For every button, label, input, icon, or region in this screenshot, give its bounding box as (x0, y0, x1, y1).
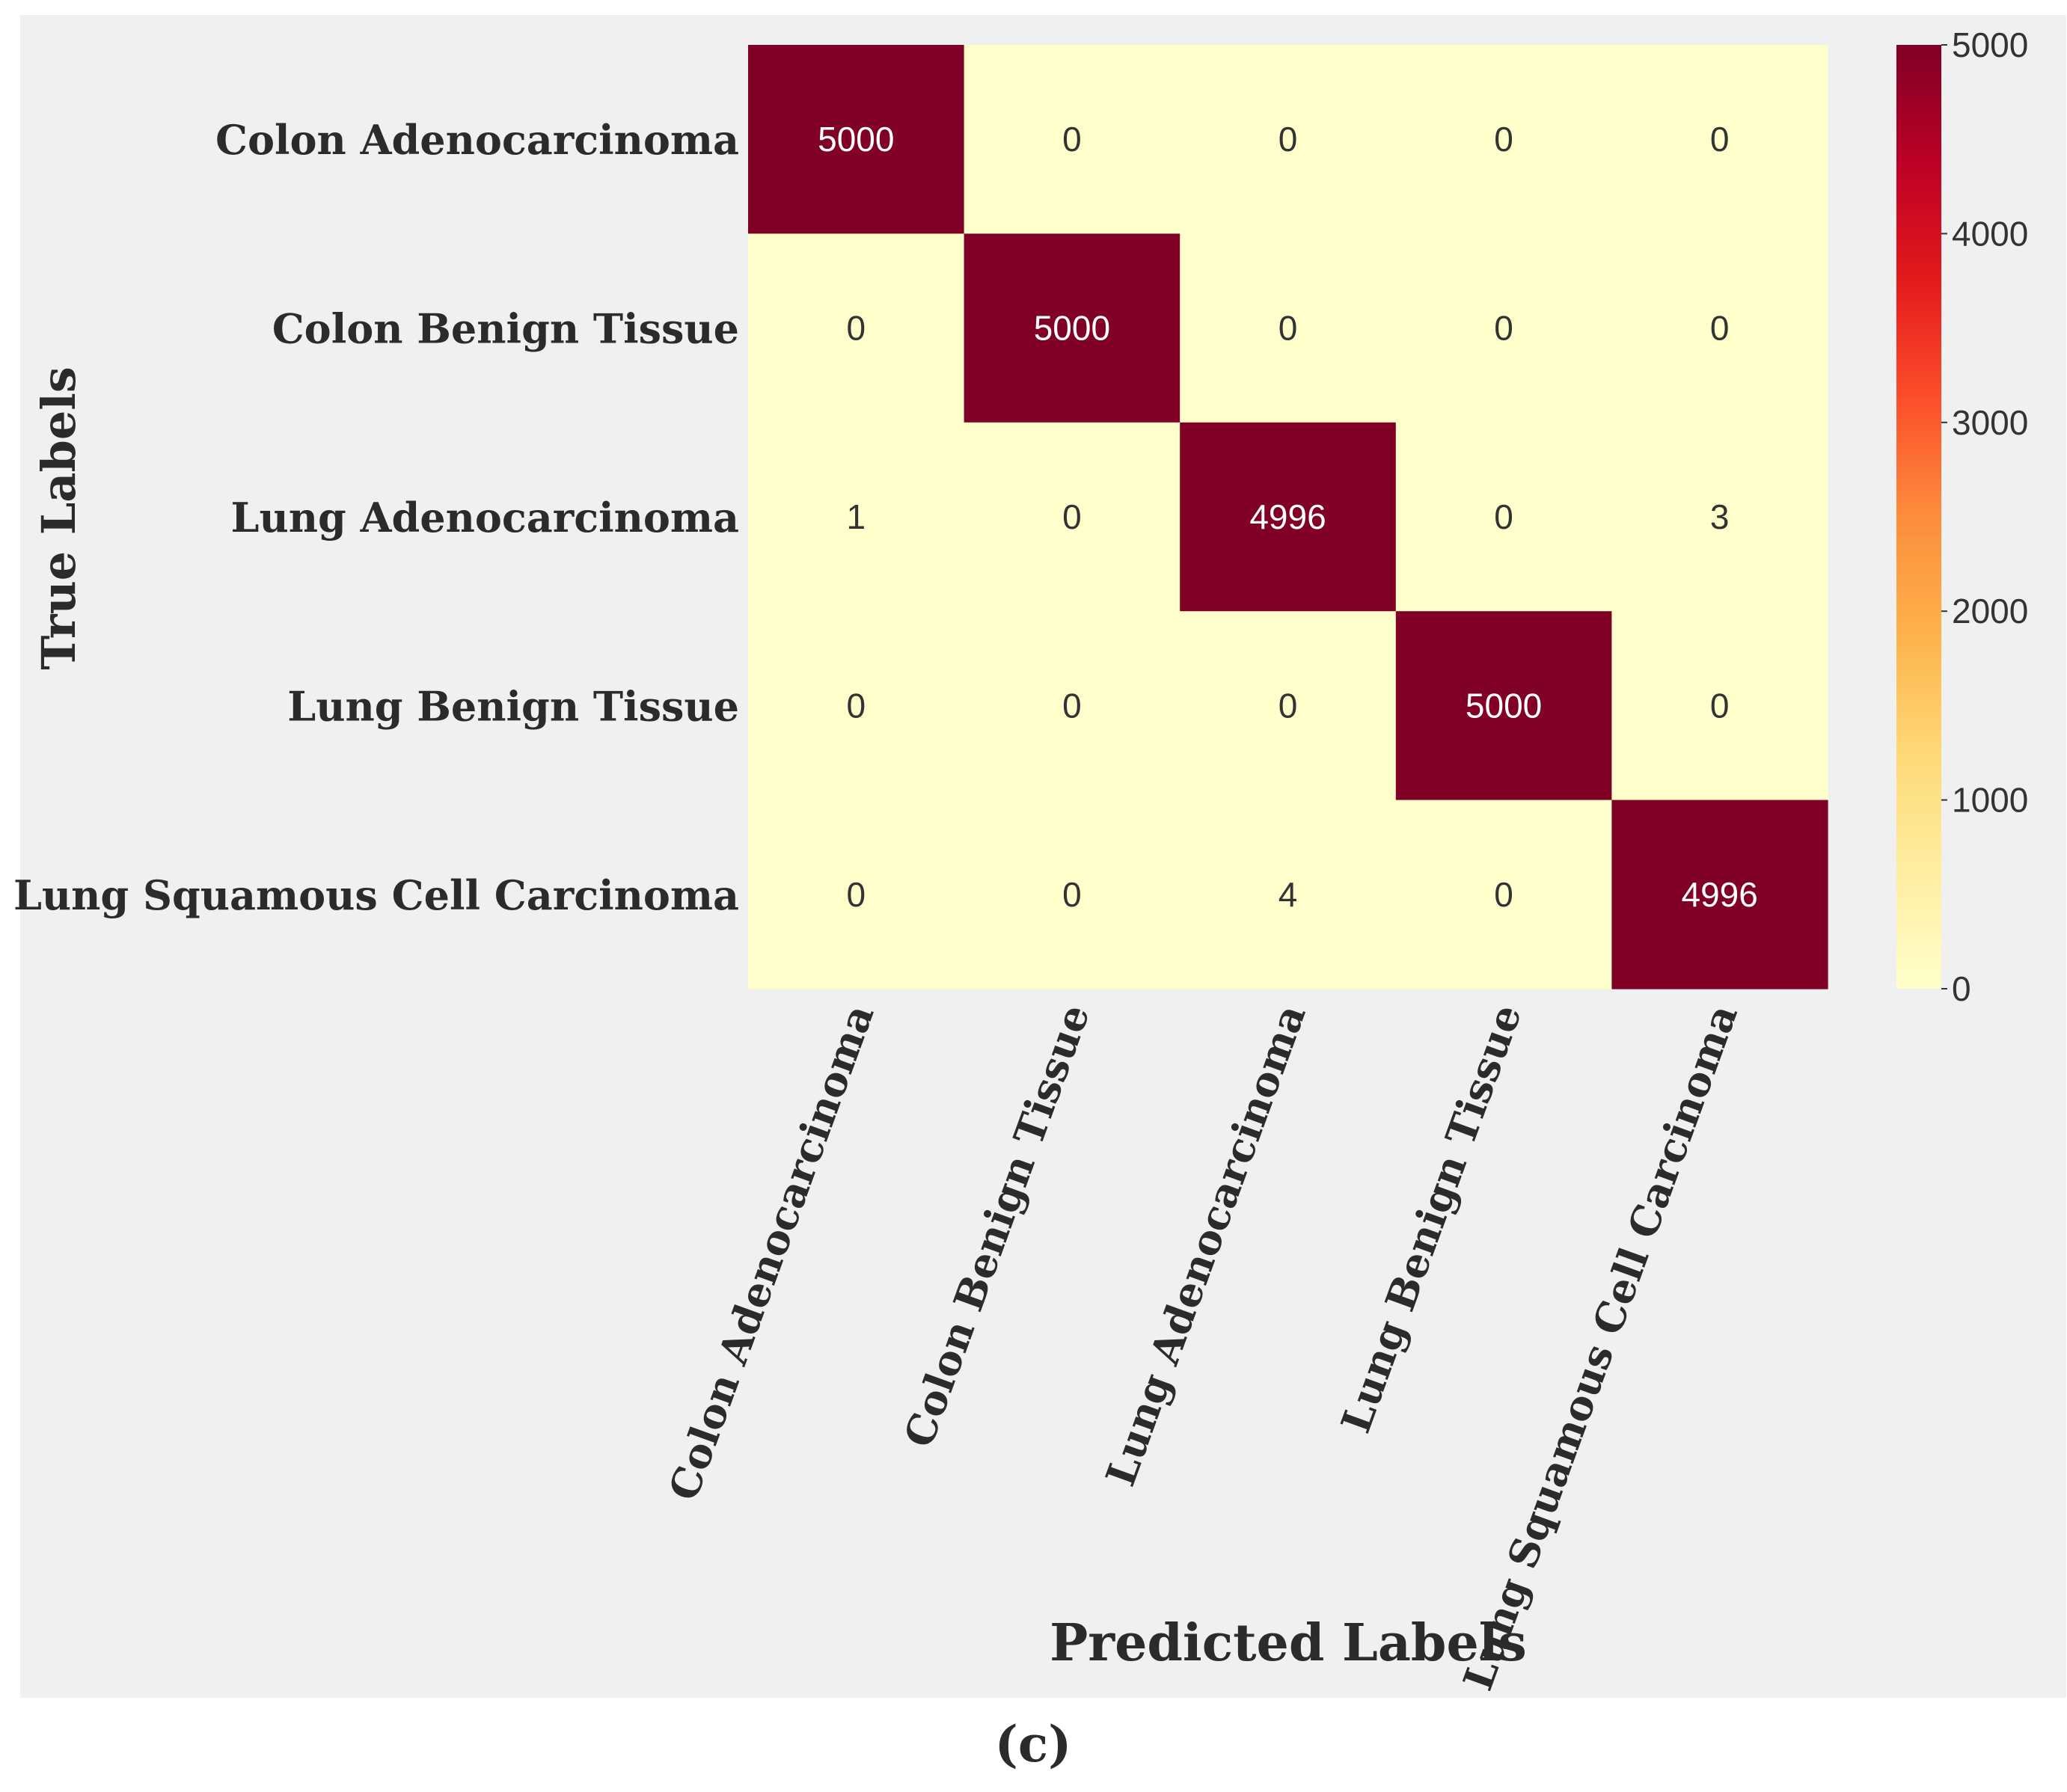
y-tick-label: Colon Adenocarcinoma (215, 116, 739, 164)
y-tick-label: Lung Benign Tissue (287, 682, 739, 730)
colorbar-ticks: 0 1000 2000 3000 4000 5000 (1941, 25, 2028, 1008)
heatmap-cell (1395, 800, 1612, 989)
heatmap-cell (964, 800, 1181, 989)
cell-value-labels: 5000 0 0 0 0 0 5000 0 0 0 1 0 4996 0 3 0 0 0 5000 0 0 0 4 0 4996 (818, 120, 1758, 914)
cell-value-label: 0 (1494, 309, 1513, 348)
cell-value-label: 4 (1279, 875, 1298, 914)
cell-value-label: 0 (1062, 120, 1082, 159)
heatmap-cell (1395, 233, 1612, 423)
y-tick-label: Lung Squamous Cell Carcinoma (13, 871, 739, 919)
heatmap-cell (1611, 45, 1828, 234)
cell-value-label: 0 (1062, 686, 1082, 725)
y-tick-label: Colon Benign Tissue (272, 305, 739, 353)
heatmap-cell (964, 233, 1181, 423)
heatmap-cell (1395, 611, 1612, 801)
cell-value-label: 0 (1279, 686, 1298, 725)
cell-value-label: 0 (1062, 875, 1082, 914)
heatmap-cell (964, 422, 1181, 612)
heatmap-cell (1180, 233, 1397, 423)
cell-value-label: 0 (1279, 309, 1298, 348)
heatmap-cell (1611, 800, 1828, 989)
colorbar-tick-label: 3000 (1952, 403, 2028, 442)
heatmap-cell (1180, 422, 1397, 612)
heatmap-cell (1395, 45, 1612, 234)
heatmap-cell (1180, 45, 1397, 234)
cell-value-label: 0 (1062, 497, 1082, 536)
cell-value-label: 5000 (1034, 309, 1110, 348)
heatmap-cell (1611, 611, 1828, 801)
heatmap-cell (964, 611, 1181, 801)
cell-value-label: 0 (1494, 875, 1513, 914)
cell-value-label: 0 (847, 686, 866, 725)
heatmap-cell (748, 611, 965, 801)
y-tick-labels: Colon Adenocarcinoma Colon Benign Tissue L… (13, 116, 739, 919)
cell-value-label: 0 (1710, 120, 1730, 159)
colorbar (1896, 45, 1941, 989)
figure-caption: (c) (995, 1715, 1072, 1773)
heatmap-cell (1180, 800, 1397, 989)
cell-value-label: 4996 (1682, 875, 1758, 914)
cell-value-label: 3 (1710, 497, 1730, 536)
cell-value-label: 0 (1710, 686, 1730, 725)
cell-value-label: 5000 (1466, 686, 1542, 725)
heatmap-cell (1395, 422, 1612, 612)
colorbar-tick-label: 0 (1952, 969, 1971, 1008)
cell-value-label: 5000 (818, 120, 894, 159)
y-axis-label: True Labels (31, 366, 86, 669)
cell-value-label: 0 (1494, 120, 1513, 159)
heatmap-cell (748, 422, 965, 612)
heatmap-cell (1611, 233, 1828, 423)
heatmap-cell (964, 45, 1181, 234)
cell-value-label: 4996 (1249, 497, 1326, 536)
cell-value-label: 0 (847, 309, 866, 348)
heatmap-cell (748, 233, 965, 423)
colorbar-tick-label: 1000 (1952, 781, 2028, 820)
heatmap-cell (748, 45, 965, 234)
cell-value-label: 0 (1494, 497, 1513, 536)
cell-value-label: 0 (1710, 309, 1730, 348)
x-axis-label: Predicted Labels (1050, 1613, 1527, 1673)
y-tick-label: Lung Adenocarcinoma (231, 494, 739, 541)
colorbar-tick-label: 4000 (1952, 214, 2028, 253)
heatmap-cell (1180, 611, 1397, 801)
heatmap-cell (1611, 422, 1828, 612)
heatmap-cells (748, 45, 1828, 989)
colorbar-tick-label: 2000 (1952, 592, 2028, 630)
heatmap-cell (748, 800, 965, 989)
cell-value-label: 0 (1279, 120, 1298, 159)
colorbar-tick-label: 5000 (1952, 25, 2028, 64)
cell-value-label: 1 (847, 497, 866, 536)
cell-value-label: 0 (847, 875, 866, 914)
